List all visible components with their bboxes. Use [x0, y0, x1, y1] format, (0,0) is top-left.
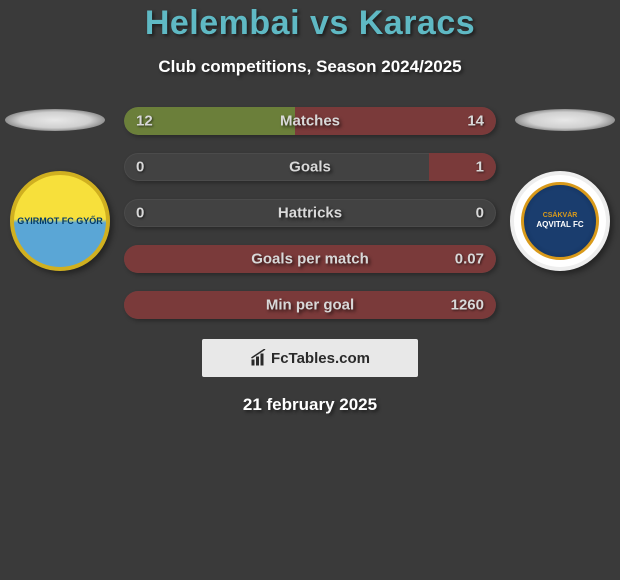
team-right-col: CSÁKVÁR AQVITAL FC — [500, 107, 620, 271]
team-right-badge-arc: CSÁKVÁR — [543, 212, 578, 220]
stat-fill-right — [429, 153, 496, 181]
main-row: GYIRMOT FC GYŐR 12 Matches 14 0 Goals 1 0 Hattr… — [0, 107, 620, 319]
stat-value-left: 12 — [136, 113, 153, 130]
stat-pill: Goals per match 0.07 — [124, 245, 496, 273]
footer-brand-box: FcTables.com — [202, 339, 418, 377]
stat-label: Goals per match — [251, 251, 369, 268]
stat-value-right: 1260 — [451, 297, 484, 314]
subtitle: Club competitions, Season 2024/2025 — [0, 57, 620, 77]
stat-pill: 12 Matches 14 — [124, 107, 496, 135]
team-right-badge: CSÁKVÁR AQVITAL FC — [510, 171, 610, 271]
date-text: 21 february 2025 — [0, 395, 620, 415]
stats-column: 12 Matches 14 0 Goals 1 0 Hattricks 0 Goals per m… — [120, 107, 500, 319]
stat-value-right: 0.07 — [455, 251, 484, 268]
shadow-ellipse-left — [5, 109, 105, 131]
stat-value-right: 14 — [467, 113, 484, 130]
stat-value-right: 1 — [476, 159, 484, 176]
stat-value-left: 0 — [136, 159, 144, 176]
stat-value-left: 0 — [136, 205, 144, 222]
stat-label: Hattricks — [278, 205, 342, 222]
stat-label: Min per goal — [266, 297, 354, 314]
stat-label: Matches — [280, 113, 340, 130]
shadow-ellipse-right — [515, 109, 615, 131]
team-left-badge: GYIRMOT FC GYŐR — [10, 171, 110, 271]
stat-pill: 0 Hattricks 0 — [124, 199, 496, 227]
chart-icon — [250, 349, 268, 367]
page-title: Helembai vs Karacs — [0, 4, 620, 43]
team-right-badge-main: AQVITAL FC — [536, 220, 583, 230]
stat-pill: Min per goal 1260 — [124, 291, 496, 319]
team-right-badge-inner: CSÁKVÁR AQVITAL FC — [521, 182, 599, 260]
stat-value-right: 0 — [476, 205, 484, 222]
stat-label: Goals — [289, 159, 331, 176]
stat-pill: 0 Goals 1 — [124, 153, 496, 181]
footer-brand-text: FcTables.com — [271, 350, 370, 367]
comparison-card: Helembai vs Karacs Club competitions, Se… — [0, 0, 620, 415]
team-left-badge-text: GYIRMOT FC GYŐR — [17, 216, 103, 226]
team-left-col: GYIRMOT FC GYŐR — [0, 107, 120, 271]
